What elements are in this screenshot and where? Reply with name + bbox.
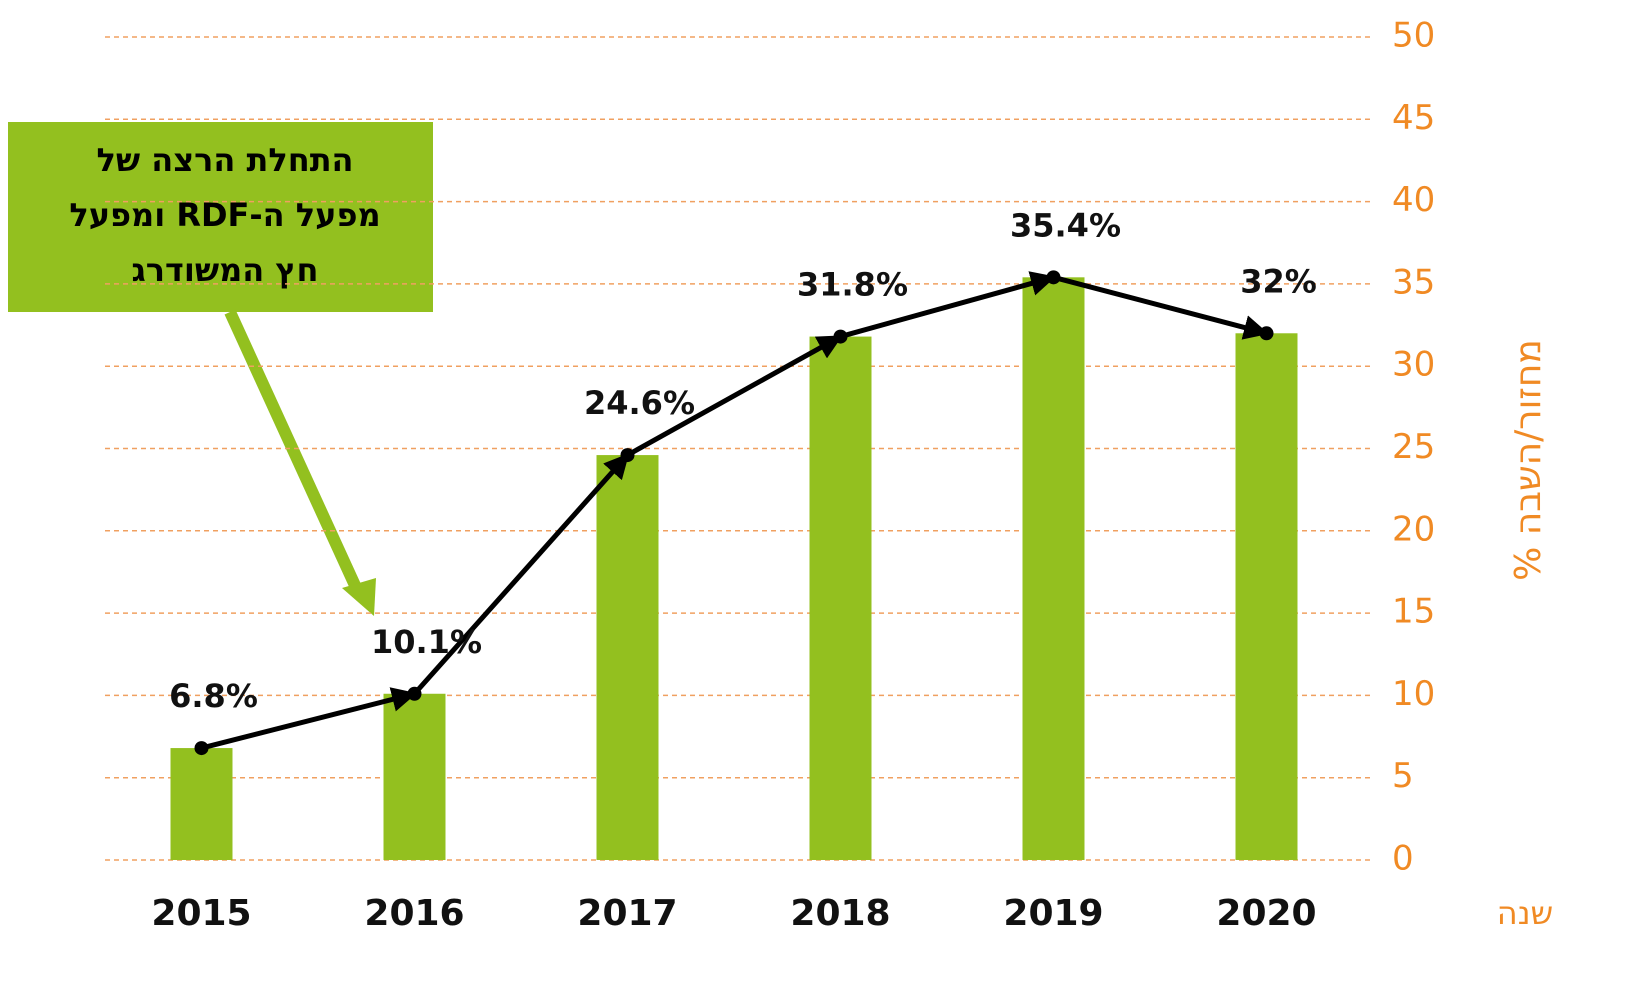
x-tick-label: 2019 [1003, 893, 1103, 934]
y-tick-label: 5 [1392, 756, 1414, 796]
data-label: 32% [1240, 262, 1317, 300]
annotation-arrow [224, 309, 364, 595]
trend-segment [839, 271, 1056, 339]
annotation-arrowhead [342, 578, 376, 616]
x-tick-label: 2017 [577, 893, 677, 934]
y-tick-label: 25 [1392, 427, 1435, 467]
data-label: 31.8% [797, 266, 908, 304]
y-tick-label: 50 [1392, 16, 1435, 56]
x-tick-label: 2015 [151, 893, 251, 934]
bar [1235, 333, 1298, 860]
bar [383, 693, 446, 860]
y-tick-label: 30 [1392, 345, 1435, 385]
x-axis-title: שנה [1497, 894, 1553, 932]
trend-segment [1052, 274, 1269, 340]
trend-point [833, 329, 848, 344]
bar [596, 455, 659, 860]
x-tick-label: 2020 [1216, 893, 1316, 934]
trend-point [1046, 270, 1061, 285]
data-label: 6.8% [169, 677, 258, 715]
y-tick-label: 15 [1392, 592, 1435, 632]
y-tick-label: 35 [1392, 262, 1435, 302]
trend-point [194, 741, 209, 756]
trend-point [407, 686, 422, 701]
y-tick-label: 20 [1392, 509, 1435, 549]
bar [809, 336, 872, 860]
data-label: 10.1% [371, 623, 482, 661]
y-axis-title: מחזור/השבה % [1508, 339, 1549, 581]
data-label: 35.4% [1010, 206, 1121, 244]
y-tick-label: 45 [1392, 98, 1435, 138]
y-tick-label: 0 [1392, 839, 1414, 879]
trend-segment [412, 453, 630, 696]
trend-segment [200, 687, 417, 751]
y-tick-label: 40 [1392, 180, 1435, 220]
bar [170, 748, 233, 860]
annotation-text: חץ המשודרג [131, 251, 318, 289]
trend-segment [626, 334, 843, 458]
trend-point [620, 448, 635, 463]
bar [1022, 277, 1085, 860]
annotation-box [8, 122, 433, 312]
trend-point [1259, 326, 1274, 341]
annotation-text: התחלת הרצה של [96, 141, 353, 179]
y-tick-label: 10 [1392, 674, 1435, 714]
x-tick-label: 2016 [364, 893, 464, 934]
x-tick-label: 2018 [790, 893, 890, 934]
data-label: 24.6% [584, 384, 695, 422]
